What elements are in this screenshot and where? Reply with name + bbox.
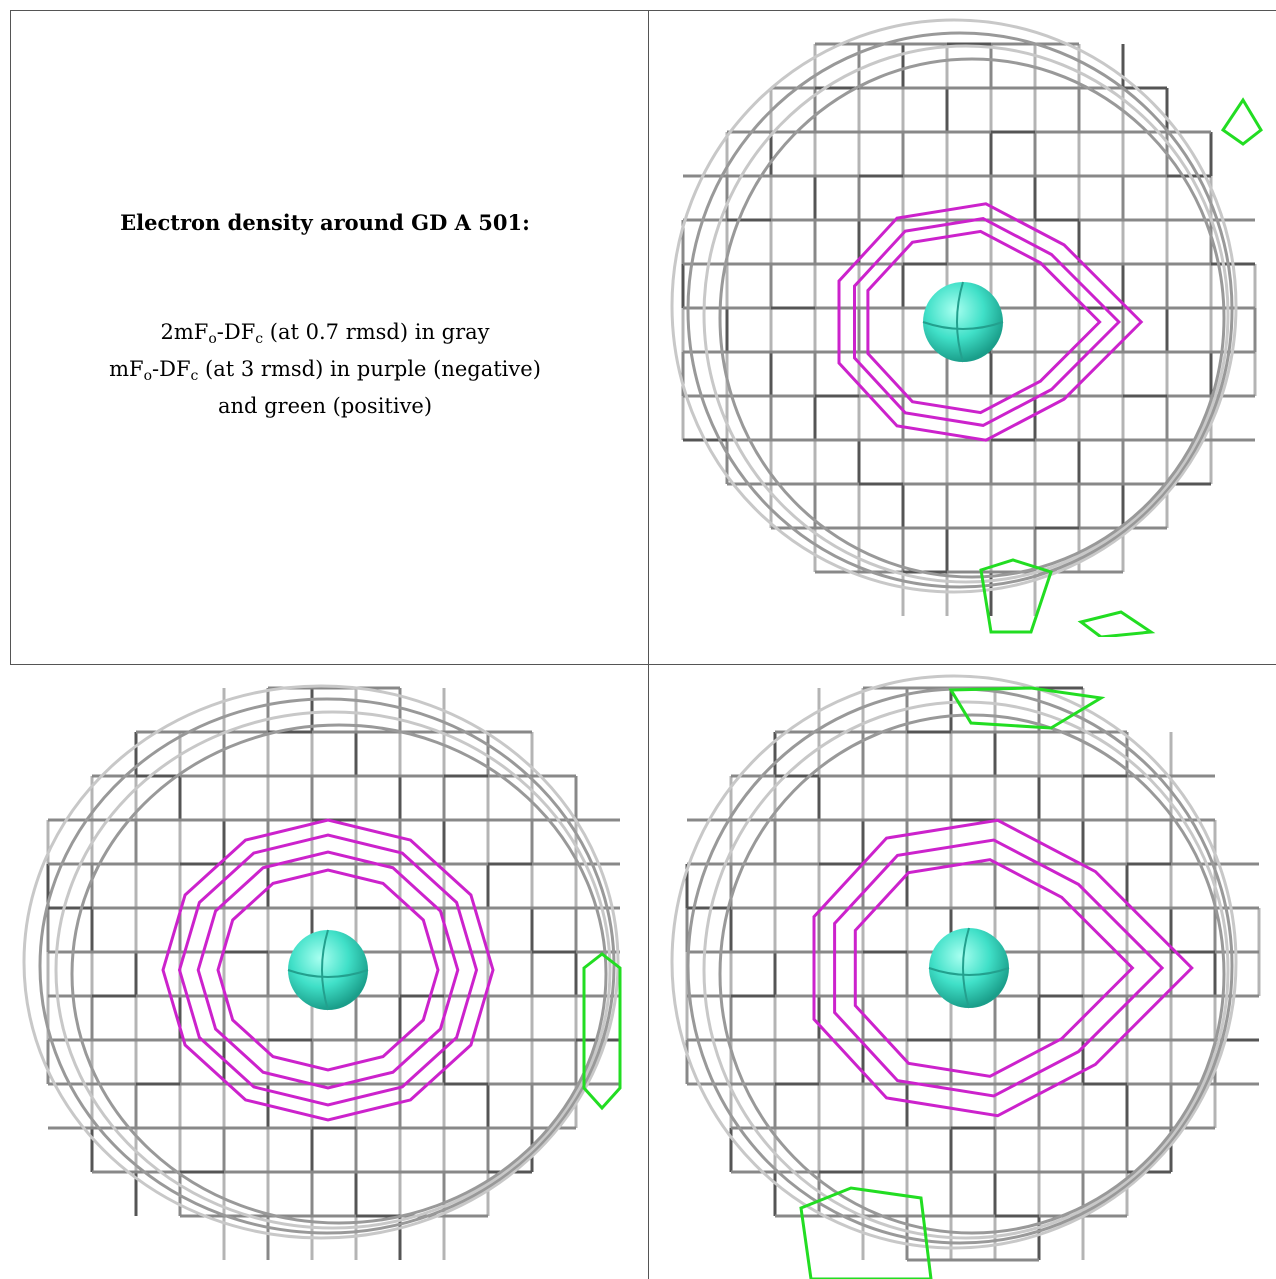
negative-contour	[866, 229, 1102, 415]
negative-contour	[161, 818, 495, 1122]
mesh-contour	[718, 57, 1226, 579]
figure-title: Electron density around GD A 501:	[120, 210, 530, 235]
negative-contour	[216, 868, 440, 1072]
negative-contour	[853, 217, 1122, 427]
gray-mesh	[22, 684, 620, 1260]
mesh-contour	[38, 697, 616, 1235]
positive-contour	[799, 1186, 933, 1279]
mesh-contour	[686, 31, 1234, 589]
gd-atom-sphere	[923, 282, 1003, 362]
negative-contour	[837, 202, 1144, 442]
mesh-contour	[70, 723, 608, 1225]
positive-contour	[979, 558, 1053, 634]
positive-density-mesh	[582, 952, 622, 1111]
negative-density-mesh	[812, 818, 1194, 1118]
mesh-contour	[702, 700, 1230, 1240]
view-bottom-left	[12, 668, 646, 1279]
negative-contour	[177, 833, 479, 1107]
mesh-contour	[670, 18, 1238, 594]
positive-density-mesh	[799, 686, 1106, 1279]
negative-contour	[812, 818, 1194, 1118]
legend-line-fofc: mFo-DFc (at 3 rmsd) in purple (negative)	[109, 357, 541, 384]
density-mesh-bottom-left	[22, 684, 622, 1260]
gd-atom-sphere	[929, 928, 1009, 1008]
legend-line-2fofc: 2mFo-DFc (at 0.7 rmsd) in gray	[160, 320, 490, 347]
figure-caption: Electron density around GD A 501: 2mFo-D…	[40, 10, 610, 421]
mesh-contour	[54, 710, 612, 1230]
gd-atom-sphere	[288, 930, 368, 1010]
view-bottom-right	[651, 668, 1276, 1279]
density-mesh-top-right	[670, 18, 1263, 637]
mesh-contour	[22, 684, 620, 1240]
positive-contour	[1220, 97, 1263, 146]
negative-contour	[853, 858, 1135, 1078]
negative-density-mesh	[161, 818, 495, 1122]
density-mesh-bottom-right	[670, 674, 1261, 1279]
positive-contour	[1077, 610, 1156, 637]
table-border-left	[10, 10, 11, 664]
negative-contour	[196, 850, 460, 1090]
view-top-right	[651, 12, 1276, 637]
positive-contour	[582, 952, 622, 1111]
negative-density-mesh	[837, 202, 1144, 442]
positive-density-mesh	[979, 97, 1263, 637]
gray-mesh	[670, 18, 1257, 616]
mesh-contour	[670, 674, 1238, 1250]
legend-line-green: and green (positive)	[217, 394, 433, 418]
table-border-middle	[10, 664, 1276, 665]
table-border-top	[10, 10, 1276, 11]
mesh-contour	[702, 44, 1230, 584]
figure-legend: 2mFo-DFc (at 0.7 rmsd) in gray mFo-DFc (…	[40, 317, 610, 421]
positive-contour	[948, 686, 1106, 730]
table-divider-vertical	[648, 10, 649, 1279]
negative-contour	[833, 838, 1165, 1098]
mesh-contour	[718, 713, 1226, 1235]
